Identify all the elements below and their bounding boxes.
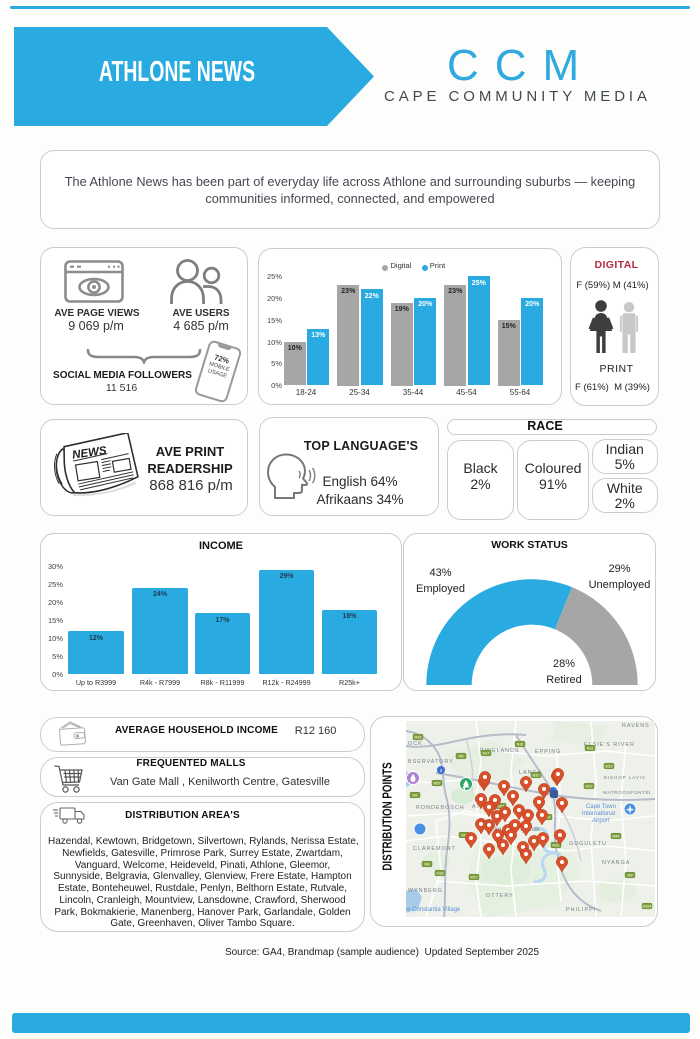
svg-text:2: 2 <box>440 768 443 773</box>
svg-text:M57: M57 <box>434 781 441 785</box>
svg-text:PINELANDS: PINELANDS <box>480 748 520 754</box>
svg-text:M334: M334 <box>643 904 652 908</box>
svg-text:OTTERY: OTTERY <box>486 893 514 899</box>
svg-text:BISHOP LAVIS: BISHOP LAVIS <box>604 775 646 780</box>
svg-text:Cape Town: Cape Town <box>586 804 616 810</box>
svg-text:MATROOSFONTEI: MATROOSFONTEI <box>603 790 651 796</box>
svg-text:Airport: Airport <box>592 818 610 824</box>
svg-text:M32: M32 <box>553 843 560 847</box>
svg-text:M3: M3 <box>413 793 418 797</box>
svg-text:M12: M12 <box>606 764 613 768</box>
svg-text:RONDEBOSCH: RONDEBOSCH <box>416 805 465 811</box>
svg-text:LANGA: LANGA <box>519 770 542 776</box>
svg-text:International: International <box>582 811 615 817</box>
svg-text:e Constantia Village: e Constantia Village <box>407 907 461 913</box>
svg-text:M16: M16 <box>415 735 422 739</box>
svg-text:PHILIPPI: PHILIPPI <box>566 907 596 913</box>
svg-text:ELSIE'S RIVER: ELSIE'S RIVER <box>584 742 635 748</box>
svg-text:N16: N16 <box>517 742 524 746</box>
svg-text:M54: M54 <box>498 804 505 808</box>
svg-text:M17: M17 <box>471 875 478 879</box>
svg-text:M18: M18 <box>437 871 444 875</box>
svg-text:EPPING: EPPING <box>535 749 561 755</box>
svg-text:NEWS: NEWS <box>72 445 108 462</box>
svg-text:M44: M44 <box>613 834 620 838</box>
svg-text:M17: M17 <box>483 751 490 755</box>
svg-text:WYNBERG: WYNBERG <box>408 888 443 894</box>
svg-text:RAVENS: RAVENS <box>622 723 650 729</box>
svg-text:CLAREMONT: CLAREMONT <box>413 846 456 852</box>
svg-text:N12: N12 <box>587 746 594 750</box>
svg-text:M12: M12 <box>586 784 593 788</box>
svg-text:BSERVATORY: BSERVATORY <box>408 759 454 765</box>
svg-text:M10: M10 <box>533 773 540 777</box>
svg-text:M9: M9 <box>462 833 467 837</box>
svg-text:GUGULETU: GUGULETU <box>569 841 607 847</box>
svg-text:M5: M5 <box>459 754 464 758</box>
svg-text:OCK: OCK <box>408 741 423 747</box>
svg-text:M9: M9 <box>628 873 633 877</box>
svg-text:M4: M4 <box>425 862 430 866</box>
svg-text:NYANGA: NYANGA <box>602 860 630 866</box>
